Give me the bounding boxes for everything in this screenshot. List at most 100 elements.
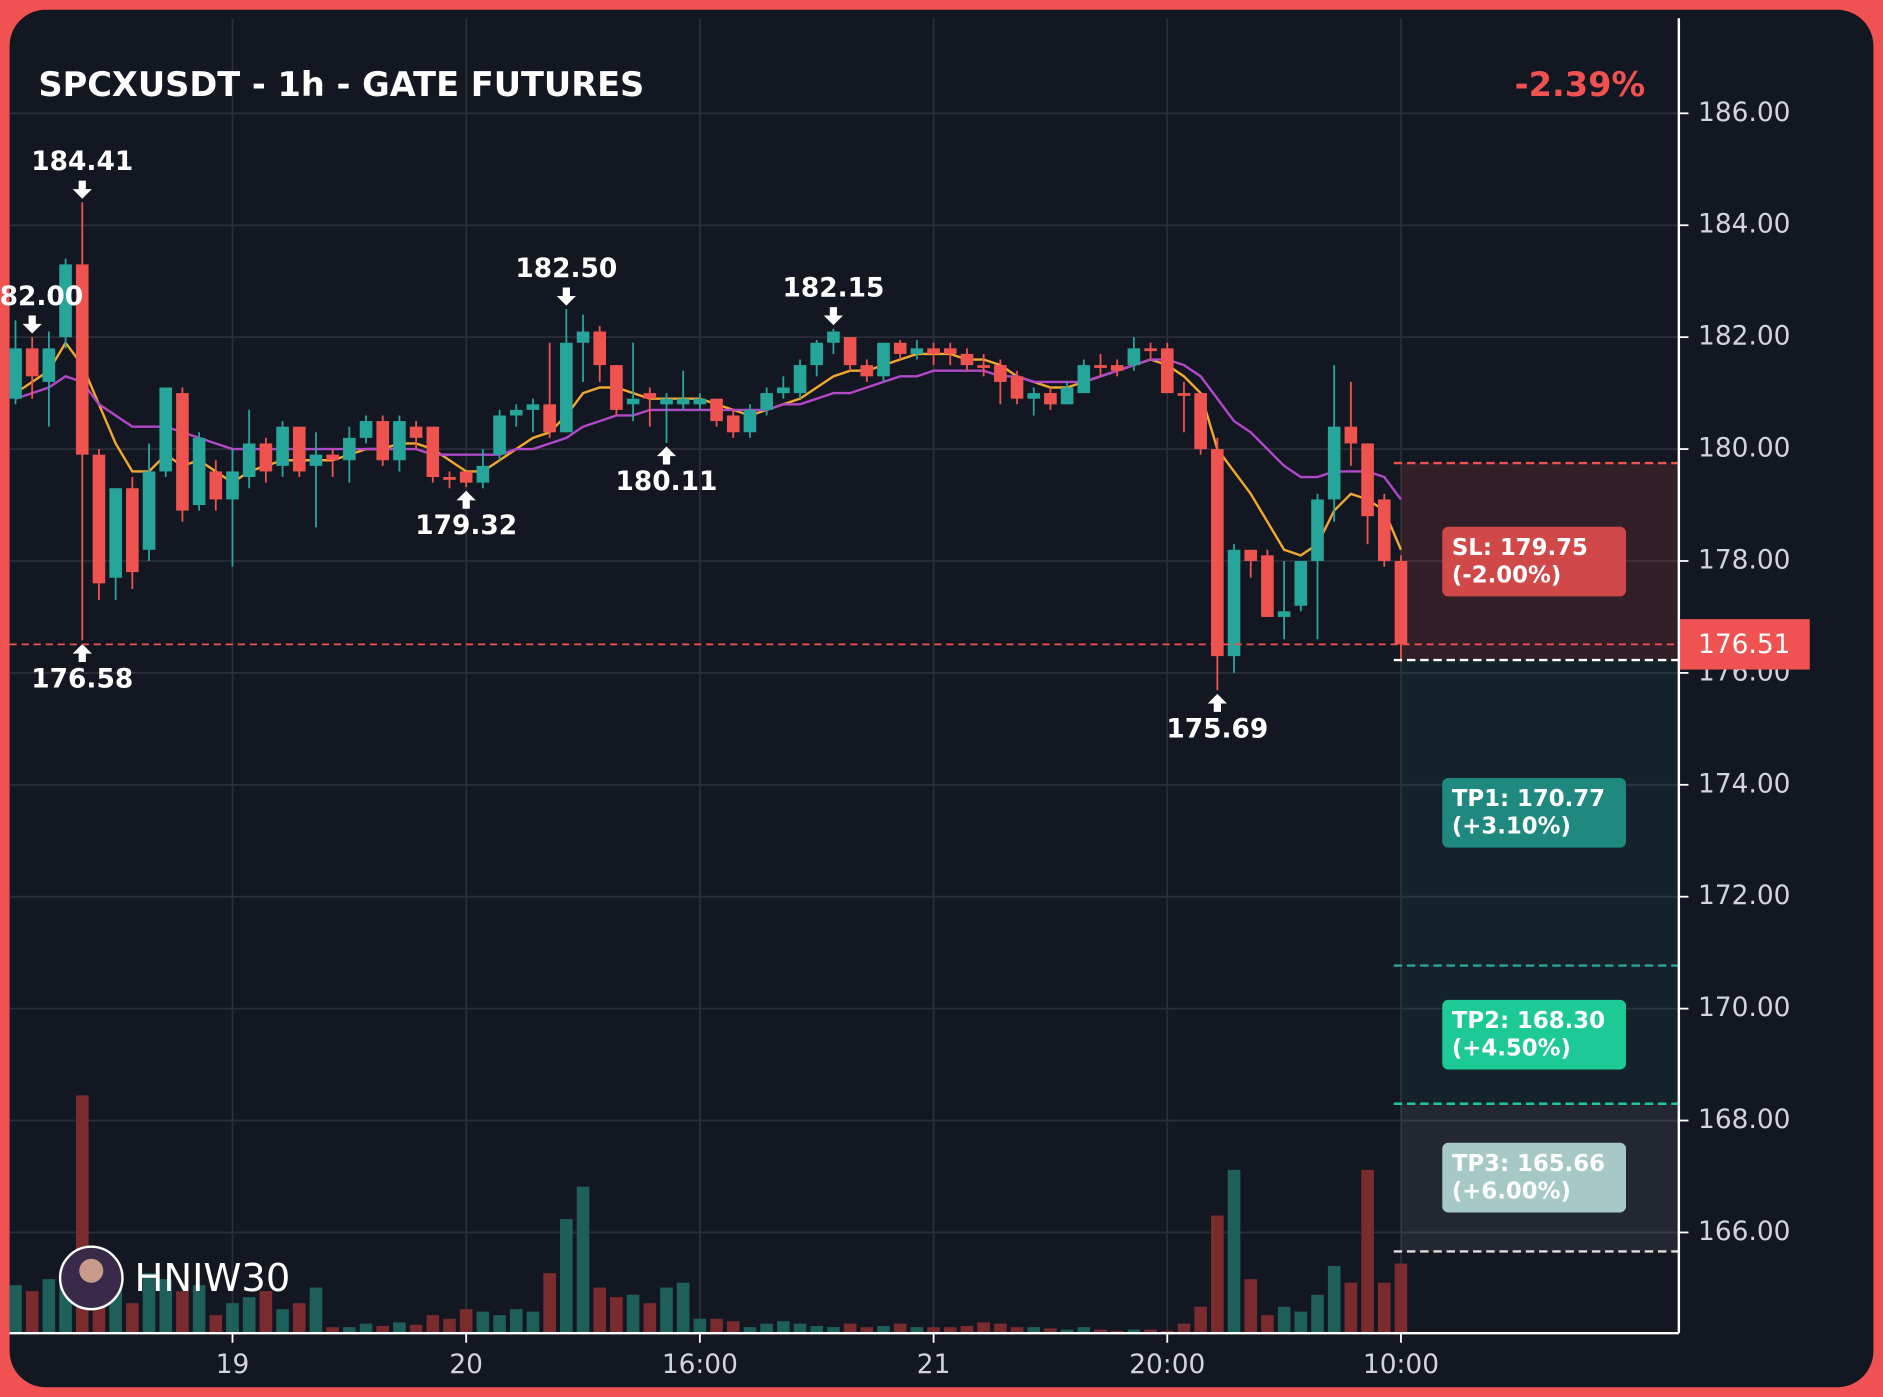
volume-bar — [1377, 1282, 1391, 1334]
high-arrow — [556, 287, 576, 306]
volume-bar — [910, 1327, 924, 1334]
level-change: (-2.00%) — [1452, 562, 1561, 588]
candle-body — [726, 415, 740, 433]
level-name: TP1: 170.77 — [1452, 786, 1605, 812]
x-tick-label: 10:00 — [1363, 1349, 1439, 1380]
candle-body — [292, 426, 306, 472]
candle-body — [359, 421, 373, 438]
volume-bar — [643, 1303, 657, 1334]
volume-bar — [793, 1323, 807, 1334]
volume-bar — [292, 1303, 306, 1334]
candle-body — [259, 443, 273, 472]
candle-body — [877, 342, 890, 377]
volume-bar — [1327, 1265, 1341, 1334]
candle-body — [1027, 393, 1041, 399]
volume-bar — [1010, 1327, 1024, 1334]
candle-body — [943, 348, 957, 354]
volume-bar — [426, 1315, 440, 1334]
panel — [9, 9, 1874, 1388]
candle-body — [493, 415, 506, 455]
candle-body — [526, 404, 540, 410]
high-arrow — [22, 315, 42, 334]
candle-body — [1394, 560, 1408, 645]
candle-body — [276, 426, 289, 466]
y-tick-label: 186.00 — [1698, 97, 1790, 128]
volume-bar — [927, 1327, 940, 1334]
volume-bar — [393, 1322, 406, 1334]
avatar-face — [79, 1258, 104, 1283]
volume-bar — [176, 1291, 189, 1334]
volume-bar — [660, 1287, 673, 1334]
candle-body — [1010, 376, 1024, 399]
level-box — [1442, 526, 1627, 597]
candle-body — [560, 342, 573, 433]
y-tick-label: 184.00 — [1698, 209, 1790, 240]
level-name: SL: 179.75 — [1452, 535, 1588, 561]
volume-bar — [1394, 1263, 1408, 1334]
candle-body — [443, 477, 456, 480]
volume-bar — [994, 1323, 1007, 1334]
volume-bar — [142, 1273, 156, 1334]
level-name: TP2: 168.30 — [1452, 1008, 1605, 1034]
low-arrow — [656, 446, 677, 465]
candle-body — [843, 337, 857, 366]
volume-bar — [626, 1294, 640, 1334]
level-box — [1442, 777, 1627, 848]
y-tick-label: 166.00 — [1698, 1216, 1790, 1247]
volume-bar — [242, 1297, 256, 1334]
y-tick-label: 168.00 — [1698, 1104, 1790, 1135]
volume-bar — [1194, 1306, 1207, 1334]
candle-body — [1177, 393, 1191, 396]
x-tick-label: 19 — [216, 1349, 250, 1380]
candle-body — [1127, 348, 1141, 366]
watermark-text: HNIW30 — [135, 1256, 291, 1301]
watermark: HNIW30 — [58, 1245, 291, 1311]
low-label: 176.58 — [31, 664, 133, 695]
volume-bar — [1261, 1315, 1274, 1334]
candle-body — [509, 409, 523, 416]
low-arrow — [1207, 693, 1227, 712]
candle-body — [142, 471, 156, 550]
volume-bar — [676, 1282, 690, 1334]
low-label: 175.69 — [1166, 713, 1268, 744]
high-arrow — [823, 307, 844, 326]
volume-bar — [1344, 1282, 1358, 1334]
overlay: 166.00168.00170.00172.00174.00176.00178.… — [0, 18, 1810, 1380]
candle-body — [242, 443, 256, 478]
candle-body — [476, 465, 490, 483]
volume-bar — [309, 1287, 323, 1334]
volume-bar — [1060, 1329, 1074, 1334]
candle-body — [9, 348, 22, 399]
candle-body — [1060, 387, 1074, 405]
candle-body — [1277, 611, 1291, 617]
volume-bar — [259, 1291, 273, 1334]
level-change: (+4.50%) — [1452, 1036, 1571, 1062]
high-label: 182.00 — [0, 281, 83, 312]
candle-body — [927, 348, 940, 354]
candle-body — [209, 471, 223, 500]
volume-bar — [1127, 1329, 1141, 1334]
volume-bar — [1094, 1329, 1107, 1334]
candle-body — [660, 398, 673, 405]
volume-bar — [9, 1285, 22, 1334]
candle-body — [109, 488, 122, 578]
chart-title: SPCXUSDT - 1h - GATE FUTURES — [38, 65, 644, 104]
volume-bar — [209, 1315, 223, 1334]
volume-bar — [1294, 1311, 1308, 1334]
volume-bar — [877, 1325, 890, 1334]
volume-bar — [560, 1219, 573, 1334]
candle-body — [126, 488, 139, 573]
volume-bar — [159, 1279, 173, 1334]
current-price-tag — [1678, 619, 1810, 670]
x-tick-label: 20 — [449, 1349, 483, 1380]
candle-body — [25, 348, 39, 377]
low-label: 179.32 — [415, 510, 517, 541]
candle-body — [343, 437, 356, 461]
candle-body — [810, 342, 824, 366]
volume-bar — [827, 1327, 840, 1334]
candle-body — [1244, 549, 1258, 561]
low-arrow — [456, 490, 476, 509]
candle-body — [1344, 426, 1358, 444]
volume-bar — [509, 1309, 523, 1334]
